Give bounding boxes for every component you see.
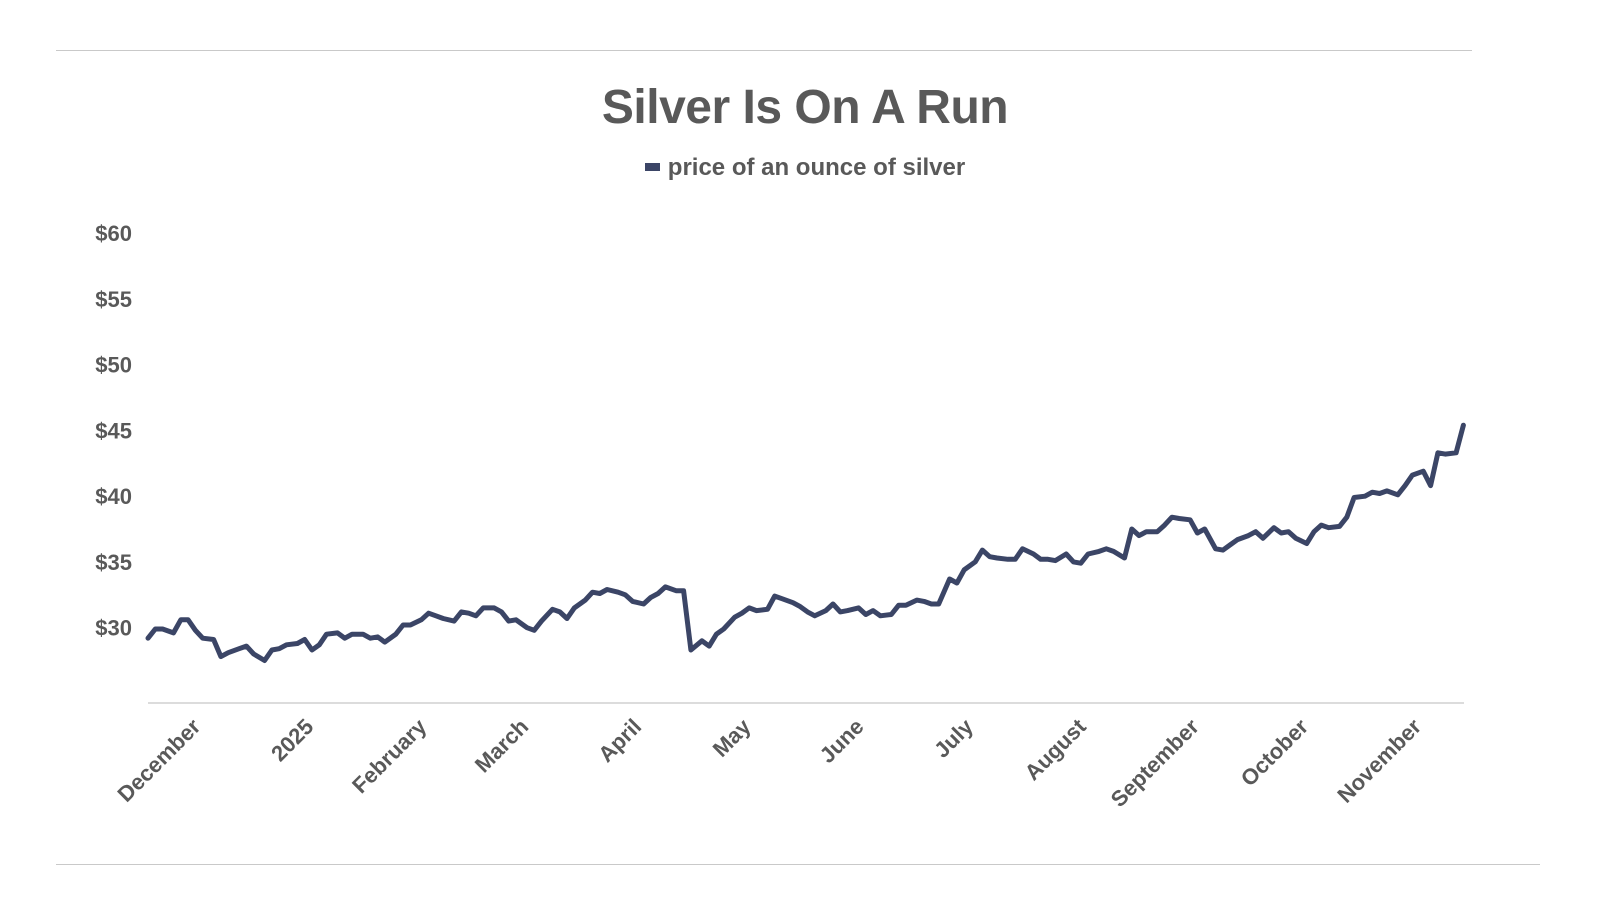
y-tick-label: $30 [95, 616, 132, 641]
legend-swatch [644, 162, 660, 171]
series-line-silver-price [145, 422, 1466, 663]
x-axis-labels: December 2025 February March April May June Jul… [112, 713, 1426, 812]
y-tick-label: $45 [95, 418, 132, 443]
x-tick-label: September [1106, 714, 1204, 812]
x-tick-label: 2025 [266, 714, 318, 766]
top-divider [56, 50, 1472, 51]
x-tick-label: February [347, 713, 432, 798]
x-tick-label: December [112, 714, 205, 807]
x-tick-label: April [593, 714, 646, 767]
x-tick-label: March [470, 714, 533, 777]
y-tick-label: $35 [95, 550, 132, 575]
x-tick-label: October [1236, 714, 1314, 792]
x-tick-label: July [929, 713, 978, 762]
y-tick-label: $40 [95, 484, 132, 509]
x-tick-label: August [1020, 713, 1092, 785]
y-tick-label: $50 [95, 353, 132, 378]
y-axis-labels: $30 $35 $40 $45 $50 $55 $60 [95, 221, 132, 641]
legend: price of an ounce of silver [0, 154, 1600, 182]
chart-title: Silver Is On A Run [601, 81, 1009, 134]
legend-label: price of an ounce of silver [667, 154, 966, 181]
bottom-divider [56, 864, 1540, 865]
y-tick-label: $55 [95, 287, 132, 312]
x-tick-label: November [1332, 714, 1426, 808]
y-tick-label: $60 [95, 221, 132, 246]
x-tick-label: May [708, 713, 756, 761]
x-tick-label: June [815, 714, 869, 768]
